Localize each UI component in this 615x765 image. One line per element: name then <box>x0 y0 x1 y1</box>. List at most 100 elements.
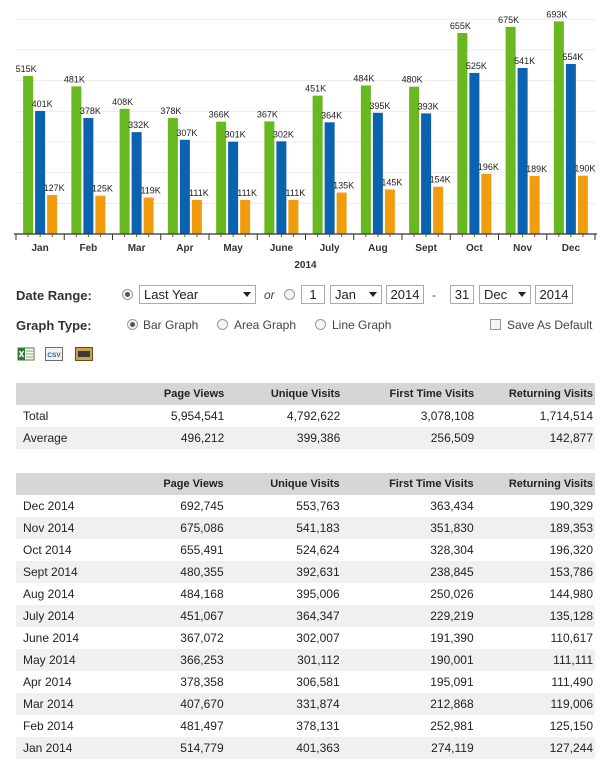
summary-header-cell: Unique Visits <box>226 383 343 405</box>
range-dash: - <box>432 288 436 302</box>
preset-range-radio[interactable] <box>122 289 133 300</box>
table-cell: 119,006 <box>475 693 595 715</box>
bar <box>264 121 275 234</box>
table-row: July 2014 451,067 364,347 229,219 135,128 <box>16 605 595 627</box>
table-row: Oct 2014 655,491 524,624 328,304 196,320 <box>16 539 595 561</box>
data-label: 364K <box>321 110 342 120</box>
data-label: 541K <box>514 56 535 66</box>
table-cell: Mar 2014 <box>16 693 121 715</box>
bar <box>384 189 395 234</box>
bar <box>565 64 576 234</box>
table-cell: Dec 2014 <box>23 499 75 513</box>
table-cell: 692,745 <box>180 499 224 513</box>
table-cell: 392,631 <box>225 561 342 583</box>
table-cell: Aug 2014 <box>23 587 75 601</box>
chevron-down-icon <box>369 292 377 297</box>
data-label: 332K <box>128 120 149 130</box>
save-default-checkbox[interactable] <box>490 319 501 330</box>
from-year-input[interactable]: 2014 <box>386 285 424 304</box>
table-cell: 3,078,108 <box>420 409 475 423</box>
bar <box>35 110 46 234</box>
bar <box>228 141 239 234</box>
table-cell: 190,001 <box>341 649 476 671</box>
range-select[interactable]: Last Year <box>139 285 256 304</box>
table-row: Total 5,954,541 4,792,622 3,078,108 1,714,51… <box>16 405 595 427</box>
bar <box>469 72 480 234</box>
data-label: 515K <box>16 64 37 74</box>
table-cell: 144,980 <box>549 587 593 601</box>
table-cell: 189,353 <box>475 517 595 539</box>
to-month-select[interactable]: Dec <box>479 285 531 304</box>
summary-header-cell: First Time Visits <box>342 383 477 405</box>
from-day-input[interactable]: 1 <box>301 285 325 304</box>
table-cell: Sept 2014 <box>16 561 121 583</box>
table-cell: 366,253 <box>120 649 226 671</box>
x-tick-label: Aug <box>368 243 387 254</box>
table-cell: 274,119 <box>341 737 476 759</box>
bar <box>191 199 202 234</box>
monthly-header-cell: Page Views <box>120 473 226 495</box>
graph-type-row: Graph Type: Bar Graph Area Graph Line Gr… <box>16 314 606 336</box>
custom-range-radio[interactable] <box>284 289 295 300</box>
table-cell: Apr 2014 <box>23 675 72 689</box>
table-cell: June 2014 <box>23 631 80 645</box>
table-row: Apr 2014 378,358 306,581 195,091 111,490 <box>16 671 595 693</box>
data-label: 675K <box>498 15 519 25</box>
to-year-input[interactable]: 2014 <box>535 285 573 304</box>
data-label: 135K <box>333 181 354 191</box>
table-cell: 306,581 <box>296 675 340 689</box>
data-label: 366K <box>209 110 230 120</box>
table-cell: 675,086 <box>120 517 226 539</box>
table-cell: 142,877 <box>476 427 595 449</box>
pdf-icon[interactable] <box>75 347 93 361</box>
table-row: Average 496,212 399,386 256,509 142,877 <box>16 427 595 449</box>
chevron-down-icon <box>243 292 251 297</box>
table-cell: 250,026 <box>430 587 474 601</box>
bar-graph-radio[interactable] <box>127 319 138 330</box>
graph-type-label: Graph Type: <box>16 318 92 333</box>
bar <box>276 141 287 234</box>
from-month-select[interactable]: Jan <box>330 285 382 304</box>
table-row: May 2014 366,253 301,112 190,001 111,111 <box>16 649 595 671</box>
table-cell: 127,244 <box>475 737 595 759</box>
bar <box>23 75 34 235</box>
csv-icon[interactable]: CSV <box>45 347 63 361</box>
monthly-header-row: Page Views Unique Visits First Time Visi… <box>16 473 595 495</box>
summary-header-cell: Page Views <box>121 383 227 405</box>
data-label: 484K <box>353 73 374 83</box>
data-label: 451K <box>305 84 326 94</box>
bar <box>372 112 383 234</box>
table-cell: 256,509 <box>342 427 477 449</box>
data-label: 189K <box>526 164 547 174</box>
monthly-header-cell <box>16 473 121 495</box>
bar <box>577 175 588 234</box>
or-text: or <box>264 288 275 302</box>
data-label: 554K <box>562 52 583 62</box>
data-label: 393K <box>418 101 439 111</box>
table-cell: 1,714,514 <box>539 409 593 423</box>
monthly-header-cell: Returning Visits <box>475 473 595 495</box>
table-cell: 496,212 <box>121 427 227 449</box>
data-label: 481K <box>64 74 85 84</box>
table-cell: 212,868 <box>341 693 476 715</box>
x-axis-label: 2014 <box>294 260 317 271</box>
area-graph-radio[interactable] <box>217 319 228 330</box>
table-cell: 191,390 <box>430 631 474 645</box>
line-graph-radio[interactable] <box>315 319 326 330</box>
data-label: 693K <box>546 9 567 19</box>
bar <box>324 122 335 234</box>
to-day-input[interactable]: 31 <box>450 285 474 304</box>
x-tick-label: Sept <box>415 243 437 254</box>
bar <box>421 113 432 234</box>
table-cell: 153,786 <box>475 561 595 583</box>
table-cell: 399,386 <box>226 427 343 449</box>
data-label: 525K <box>466 61 487 71</box>
table-cell: 229,219 <box>341 605 476 627</box>
bar <box>216 121 227 234</box>
data-label: 127K <box>44 183 65 193</box>
chevron-down-icon <box>518 292 526 297</box>
range-select-value: Last Year <box>144 287 199 302</box>
excel-icon[interactable] <box>17 347 35 361</box>
table-cell: May 2014 <box>16 649 121 671</box>
data-label: 111K <box>286 188 306 198</box>
